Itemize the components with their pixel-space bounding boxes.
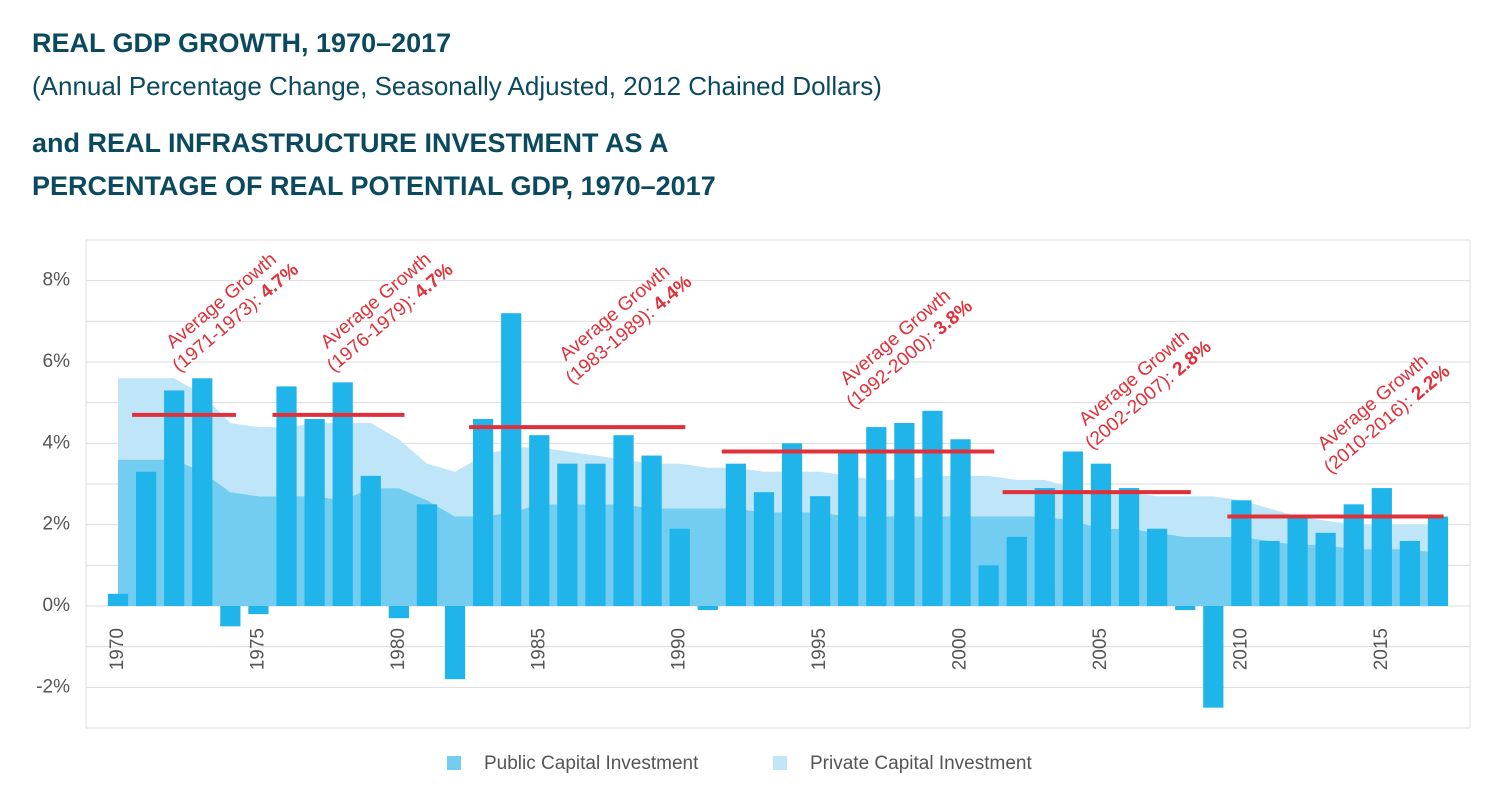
x-tick-label: 2010 [1230,628,1251,670]
bar [135,471,157,606]
bar [220,606,241,627]
x-tick-label: 2005 [1090,628,1111,670]
x-tick-label: 1970 [107,628,128,670]
x-tick-label: 1985 [528,628,549,670]
bar [1006,536,1027,606]
bar [164,390,185,606]
legend-swatch [773,756,787,770]
chart-title-2: PERCENTAGE OF REAL POTENTIAL GDP, 1970–2… [32,171,716,201]
bar [1287,516,1308,606]
bar [725,463,746,606]
bar [838,451,859,606]
bar [669,528,690,606]
bar [501,313,522,606]
bar [810,496,831,606]
legend-label: Private Capital Investment [810,753,1032,774]
average-annotation: Average Growth(2002-2007): 2.8% [1075,326,1215,454]
y-tick-label: 0% [43,595,71,616]
average-annotation: Average Growth(1992-2000): 3.8% [836,286,976,414]
bar [753,492,775,606]
bar [950,439,971,606]
bar [248,606,269,615]
bar [1203,606,1224,708]
y-tick-label: 8% [43,270,71,291]
bar [866,427,887,606]
bar [978,565,999,606]
bar [529,435,550,606]
bar [894,423,915,606]
y-tick-label: 6% [43,351,71,372]
bar [781,443,803,606]
x-tick-label: 1990 [669,628,690,670]
bar [360,475,381,606]
average-annotation: Average Growth(2010-2016): 2.2% [1314,351,1454,479]
bar [1231,500,1252,606]
x-tick-label: 1995 [809,628,830,670]
bar [276,386,297,606]
chart-title-2: and REAL INFRASTRUCTURE INVESTMENT AS A [32,128,669,158]
chart-title: REAL GDP GROWTH, 1970–2017 [32,28,451,58]
bar [1062,451,1083,606]
bar [388,606,409,619]
bar [473,418,494,606]
y-tick-label: 4% [43,432,71,453]
bar [444,606,466,680]
y-tick-label: -2% [36,676,70,697]
bar [1399,540,1421,606]
bar [1343,504,1364,606]
x-tick-label: 1975 [247,628,268,670]
bar [922,410,943,606]
average-annotation: Average Growth(1976-1979): 4.7% [317,249,457,377]
bar [1175,606,1196,611]
chart-subtitle: (Annual Percentage Change, Seasonally Ad… [32,71,882,101]
bar [1259,540,1280,606]
x-tick-label: 2000 [950,628,971,670]
bar [1034,488,1055,606]
x-tick-label: 1980 [388,628,409,670]
average-annotation: Average Growth(1971-1973): 4.7% [162,249,302,377]
y-tick-label: 2% [43,514,71,535]
bar [697,606,718,611]
bar [585,463,606,606]
bar [1147,528,1168,606]
bar [613,435,634,606]
bar [332,382,353,606]
bar [192,378,213,606]
bar [1427,516,1449,606]
bar [1090,463,1112,606]
legend-label: Public Capital Investment [484,753,699,774]
bar [304,418,325,606]
bar [1371,488,1392,606]
legend-swatch [447,756,461,770]
bar [641,455,662,606]
x-tick-label: 2015 [1371,628,1392,670]
bar [1118,488,1140,606]
bar [557,463,578,606]
bar [416,504,438,606]
bar [1315,532,1336,606]
bar [107,593,129,606]
